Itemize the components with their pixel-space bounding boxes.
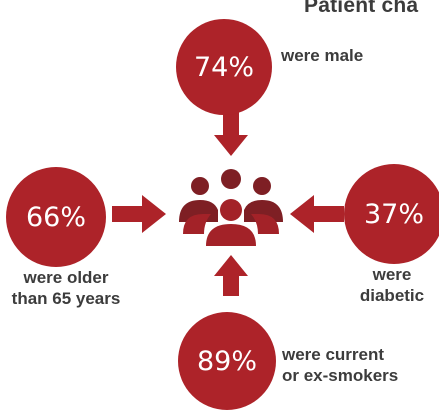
people-group-icon — [179, 169, 283, 246]
stat-label-line: were older — [23, 268, 109, 287]
stat-label-line: diabetic — [359, 286, 425, 305]
stat-label-line: or ex-smokers — [282, 366, 399, 385]
arrow-icon-bottom — [214, 255, 248, 296]
arrow-icon-top — [214, 112, 248, 156]
title: Patient cha — [304, 0, 419, 17]
arrow-icon-left — [112, 195, 166, 233]
stat-circle-smokers: 89% — [178, 312, 276, 410]
stat-label-line: were current — [282, 345, 385, 364]
stat-circle-male: 74% — [176, 19, 272, 115]
stat-label-older: were older than 65 years — [6, 267, 126, 309]
stat-label-male: were male — [281, 45, 363, 66]
stat-label-line: were — [372, 265, 412, 284]
stat-circle-older: 66% — [6, 167, 106, 267]
stat-label-smokers: were current or ex-smokers — [282, 344, 398, 386]
arrow-icon-right — [290, 195, 344, 233]
stat-label-line: than 65 years — [11, 289, 121, 308]
stat-label-line: were male — [281, 46, 364, 65]
stat-label-diabetic: were diabetic — [350, 264, 434, 306]
stat-circle-diabetic: 37% — [344, 164, 439, 264]
